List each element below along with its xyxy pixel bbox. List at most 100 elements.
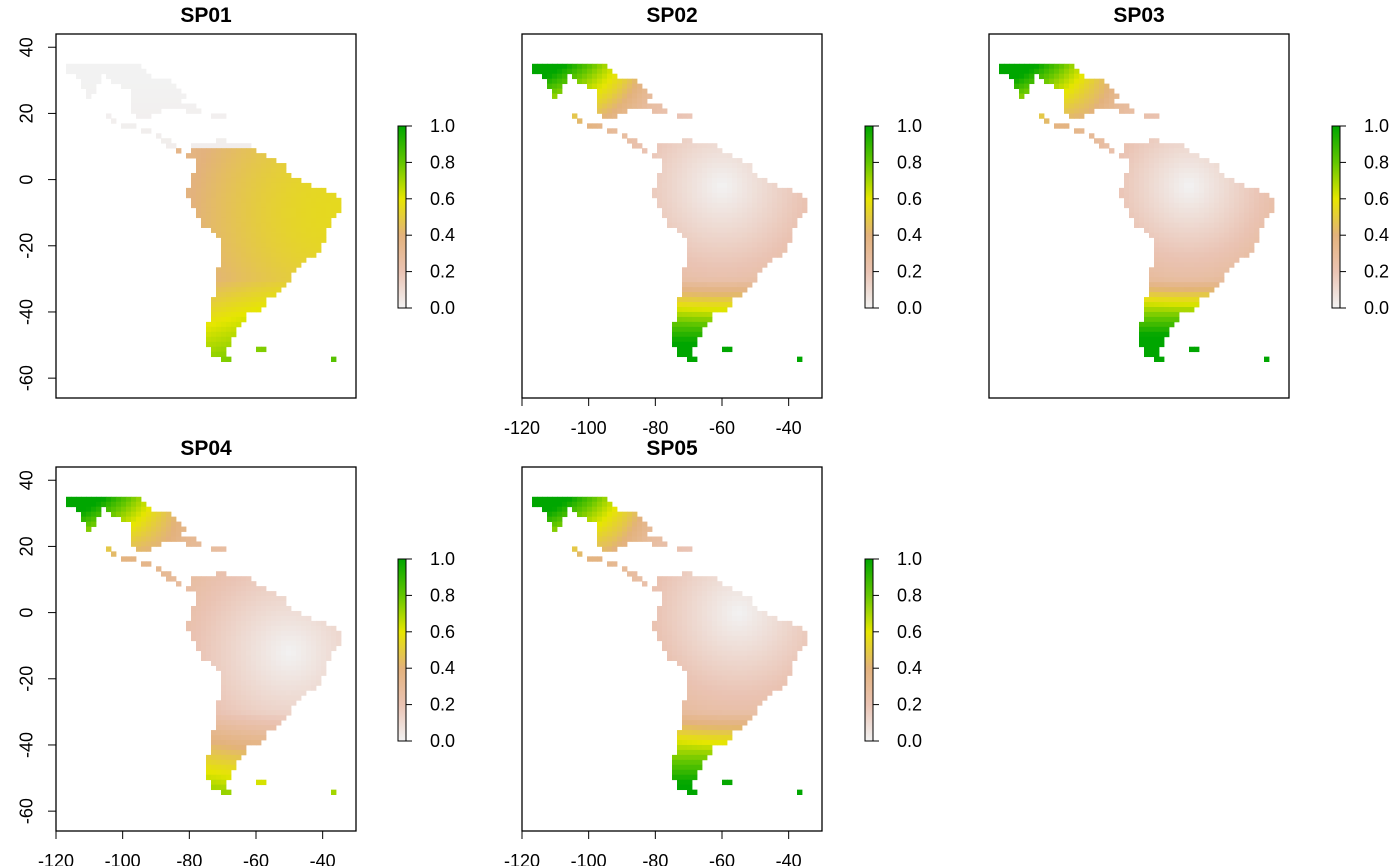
raster-cell bbox=[226, 302, 232, 308]
raster-cell bbox=[702, 690, 708, 696]
raster-cell bbox=[602, 546, 608, 552]
raster-cell bbox=[86, 521, 92, 527]
raster-cell bbox=[211, 591, 217, 597]
raster-cell bbox=[76, 496, 82, 503]
raster-cell bbox=[236, 287, 242, 293]
colorbar-tick-label: 0.2 bbox=[897, 262, 922, 282]
raster-cell bbox=[1124, 202, 1130, 209]
raster-cell bbox=[271, 267, 277, 273]
raster-cell bbox=[221, 182, 227, 189]
y-tick-label: 20 bbox=[17, 103, 37, 123]
raster-cell bbox=[256, 172, 262, 179]
raster-cell bbox=[266, 670, 272, 676]
raster-cell bbox=[682, 311, 688, 318]
raster-cell bbox=[286, 187, 292, 194]
raster-cell bbox=[737, 625, 743, 632]
raster-cell bbox=[752, 610, 758, 617]
raster-cell bbox=[236, 610, 242, 617]
raster-cell bbox=[712, 292, 718, 298]
raster-cell bbox=[321, 217, 327, 224]
raster-cell bbox=[662, 541, 668, 547]
raster-cell bbox=[206, 143, 212, 149]
raster-cell bbox=[1224, 267, 1230, 273]
raster-cell bbox=[602, 113, 608, 119]
raster-cell bbox=[1144, 187, 1150, 194]
colorbar-tick-label: 0.6 bbox=[897, 622, 922, 642]
raster-cell bbox=[146, 83, 152, 89]
raster-cell bbox=[261, 267, 267, 273]
raster-cell bbox=[737, 207, 743, 214]
raster-cell bbox=[587, 78, 593, 85]
raster-cell bbox=[246, 257, 252, 263]
raster-cell bbox=[737, 292, 743, 298]
raster-cell bbox=[1209, 177, 1215, 184]
raster-cell bbox=[622, 536, 628, 542]
raster-cell bbox=[246, 685, 252, 691]
raster-cell bbox=[692, 192, 698, 199]
raster-cell bbox=[702, 615, 708, 622]
raster-cell bbox=[672, 620, 678, 627]
raster-cell bbox=[692, 222, 698, 228]
raster-cell bbox=[241, 182, 247, 189]
raster-cell bbox=[612, 526, 618, 532]
raster-cell bbox=[737, 715, 743, 721]
raster-cell bbox=[717, 282, 723, 288]
raster-cell bbox=[707, 610, 713, 617]
colorbar-tick-label: 0.0 bbox=[1364, 298, 1389, 318]
raster-cell bbox=[687, 262, 693, 268]
raster-cell bbox=[1179, 163, 1185, 169]
raster-cell bbox=[221, 744, 227, 751]
raster-cell bbox=[216, 615, 222, 622]
raster-cell bbox=[266, 232, 272, 238]
raster-cell bbox=[206, 764, 212, 771]
raster-cell bbox=[191, 625, 197, 632]
raster-cell bbox=[211, 177, 217, 184]
raster-cell bbox=[236, 640, 242, 647]
raster-cell bbox=[1199, 292, 1205, 298]
raster-cell bbox=[612, 531, 618, 537]
raster-cell bbox=[707, 655, 713, 661]
colorbar: 1.00.80.60.40.20.0 bbox=[864, 116, 922, 318]
raster-cell bbox=[552, 68, 558, 75]
raster-cell bbox=[607, 83, 613, 89]
raster-cell bbox=[747, 163, 753, 169]
raster-cell bbox=[326, 212, 332, 219]
raster-cell bbox=[301, 237, 307, 243]
raster-cell bbox=[652, 153, 658, 159]
raster-cell bbox=[246, 710, 252, 716]
raster-cell bbox=[1189, 227, 1195, 233]
raster-cell bbox=[126, 123, 132, 129]
raster-cell bbox=[677, 774, 683, 781]
raster-cell bbox=[251, 640, 257, 647]
raster-cell bbox=[261, 695, 267, 701]
raster-cell bbox=[266, 695, 272, 701]
raster-cell bbox=[1044, 63, 1050, 70]
raster-cell bbox=[767, 182, 773, 189]
raster-cell bbox=[662, 635, 668, 642]
raster-cell bbox=[236, 695, 242, 701]
raster-cell bbox=[296, 670, 302, 676]
raster-cell bbox=[712, 182, 718, 189]
raster-cell bbox=[206, 182, 212, 189]
raster-cell bbox=[1129, 177, 1135, 184]
raster-cell bbox=[211, 172, 217, 179]
raster-cell bbox=[577, 63, 583, 70]
raster-cell bbox=[1014, 68, 1020, 75]
raster-cell bbox=[687, 759, 693, 766]
raster-cell bbox=[211, 217, 217, 224]
plot-frame bbox=[988, 33, 1290, 399]
raster-cell bbox=[231, 222, 237, 228]
raster-cell bbox=[1209, 207, 1215, 214]
raster-cell bbox=[1164, 262, 1170, 268]
raster-cell bbox=[1149, 321, 1155, 328]
raster-cell bbox=[236, 685, 242, 691]
raster-cell bbox=[126, 556, 132, 562]
raster-cell bbox=[792, 207, 798, 214]
raster-cell bbox=[266, 680, 272, 686]
raster-cell bbox=[251, 227, 257, 233]
raster-cell bbox=[702, 744, 708, 751]
raster-cell bbox=[1169, 277, 1175, 283]
raster-cell bbox=[1174, 272, 1180, 278]
raster-cell bbox=[306, 615, 312, 622]
raster-cell bbox=[271, 207, 277, 214]
